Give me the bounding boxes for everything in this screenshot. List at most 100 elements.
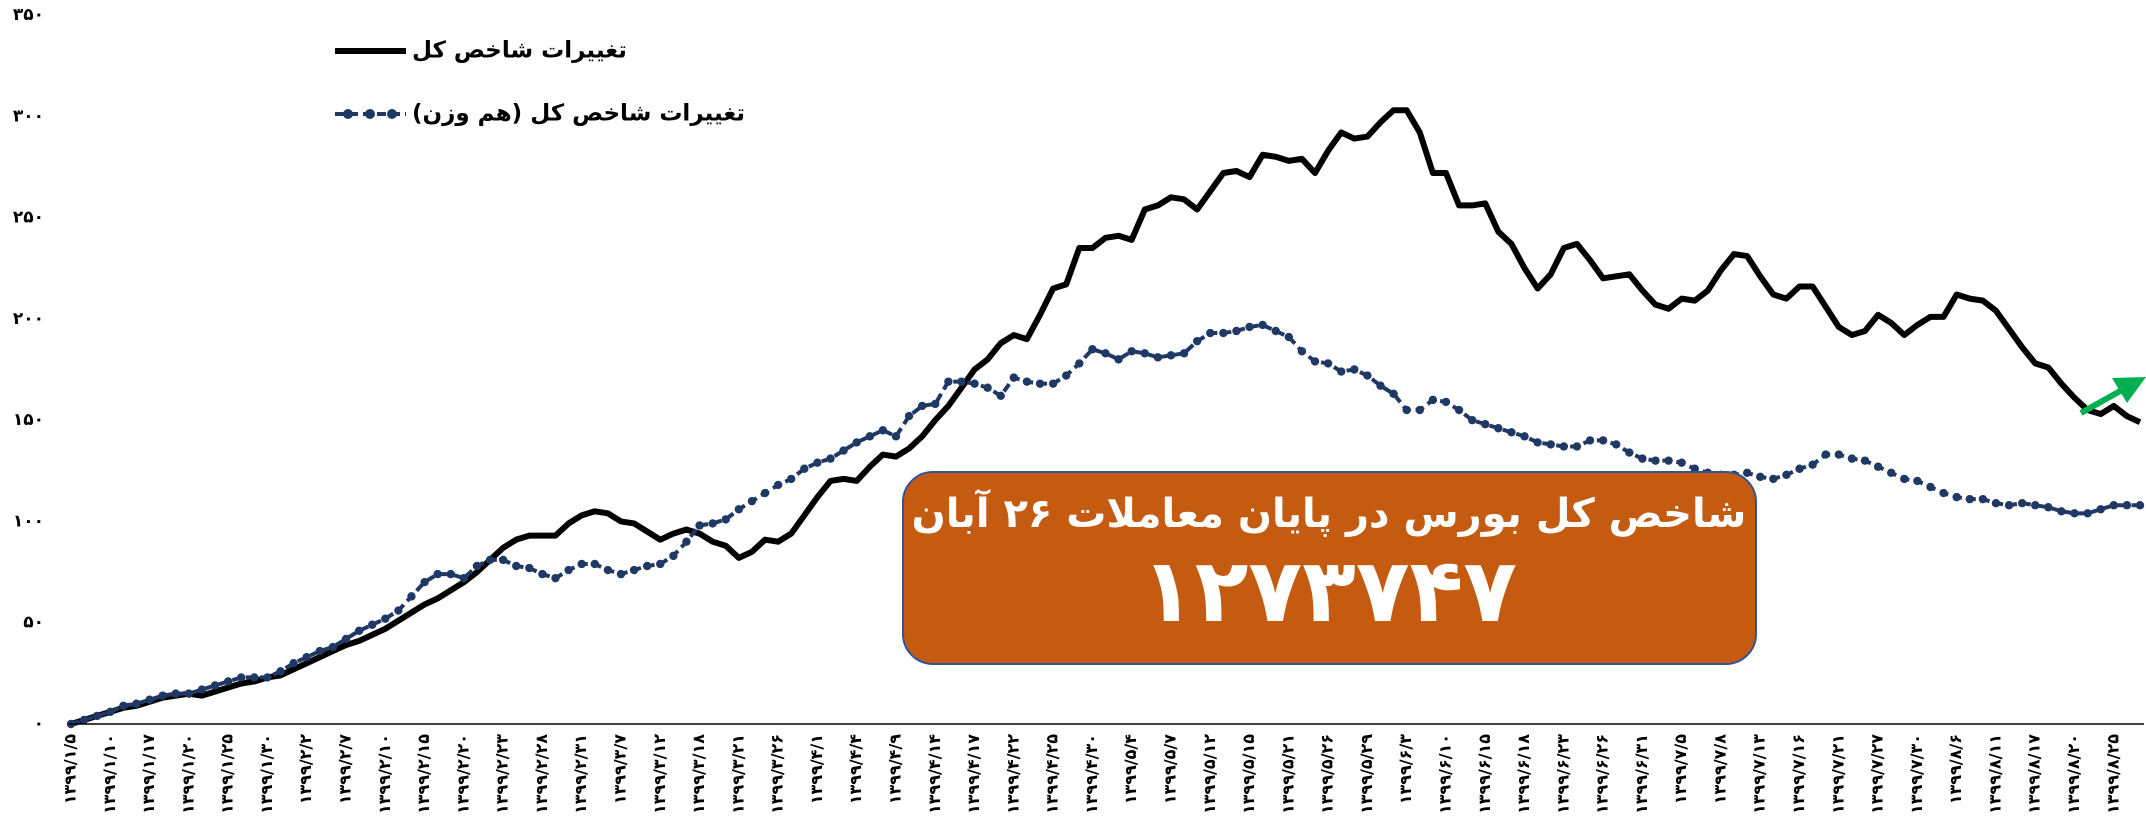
point (145, 695, 154, 704)
point (1009, 373, 1019, 382)
x-tick-label: ۱۳۹۹/۷/۳۰ (1907, 734, 1926, 814)
point (1533, 438, 1542, 447)
point (302, 652, 311, 662)
point (1926, 482, 1935, 492)
x-tick-label: ۱۳۹۹/۸/۱۷ (2025, 734, 2044, 814)
point (525, 563, 534, 573)
x-tick-label: ۱۳۹۹/۵/۱۲ (1200, 734, 1219, 814)
point (1742, 468, 1752, 478)
point (1886, 468, 1896, 478)
point (1219, 328, 1228, 338)
point (2135, 501, 2145, 510)
point (2004, 501, 2014, 510)
point (2109, 501, 2119, 510)
point (2044, 503, 2053, 512)
x-tick-label: ۱۳۹۹/۸/۱۱ (1985, 734, 2004, 814)
point (773, 480, 783, 490)
point (1258, 320, 1267, 330)
point (1834, 450, 1844, 459)
point (826, 454, 835, 463)
point (92, 711, 102, 721)
point (1939, 488, 1948, 498)
point (1310, 357, 1320, 366)
point (1756, 472, 1765, 482)
point (656, 559, 665, 569)
point (917, 401, 927, 411)
point (381, 614, 390, 623)
x-tick-label: ۱۳۹۹/۲/۲ (296, 734, 315, 805)
point (1965, 494, 1974, 504)
point (1821, 450, 1830, 459)
point (734, 505, 744, 514)
point (1376, 381, 1385, 390)
point (512, 561, 521, 571)
annotation-title: شاخص کل بورس در پایان معاملات ۲۶ آبان (912, 488, 1747, 537)
x-tick-label: ۱۳۹۹/۸/۲۰ (2064, 734, 2083, 814)
point (839, 446, 848, 455)
point (813, 458, 822, 467)
point (1860, 456, 1870, 465)
x-tick-label: ۱۳۹۹/۲/۱۵ (414, 734, 433, 814)
legend-marker (343, 109, 353, 119)
legend-marker (387, 109, 397, 119)
series-line (70, 107, 2142, 727)
point (1232, 326, 1241, 336)
x-tick-label: ۱۳۹۹/۲/۷ (335, 734, 354, 805)
point (1415, 405, 1424, 415)
point (1245, 322, 1254, 332)
point (132, 699, 141, 708)
point (263, 673, 272, 682)
point (931, 399, 940, 409)
point (878, 426, 888, 435)
x-tick-label: ۱۳۹۹/۴/۱۴ (925, 734, 944, 814)
point (1546, 440, 1555, 449)
point (891, 432, 901, 441)
point (1127, 347, 1136, 356)
arrow-shaft (2079, 387, 2124, 416)
point (197, 685, 207, 694)
point (1035, 379, 1045, 388)
x-tick-label: ۱۳۹۹/۴/۲۵ (1043, 734, 1062, 814)
point (2070, 509, 2079, 518)
point (1991, 498, 2001, 508)
point (2122, 501, 2132, 510)
point (1572, 442, 1582, 451)
x-tick-label: ۱۳۹۹/۵/۷ (1160, 734, 1179, 805)
x-tick-label: ۱۳۹۹/۷/۱۳ (1750, 734, 1769, 814)
point (446, 569, 455, 579)
point (2031, 501, 2040, 510)
x-tick-label: ۱۳۹۹/۳/۲۱ (728, 734, 747, 814)
point (2083, 509, 2092, 518)
point (2017, 498, 2027, 508)
point (1795, 464, 1804, 473)
point (1625, 448, 1634, 457)
point (1520, 432, 1529, 441)
y-tick-label: ۰ (34, 714, 44, 734)
point (865, 432, 874, 441)
point (747, 496, 757, 506)
annotation-box-group: شاخص کل بورس در پایان معاملات ۲۶ آبان ۱۲… (902, 471, 1757, 665)
x-tick-label: ۱۳۹۹/۳/۷ (610, 734, 629, 805)
x-tick-label: ۱۳۹۹/۵/۴ (1121, 734, 1140, 805)
point (171, 689, 180, 698)
x-tick-label: ۱۳۹۹/۱/۲۵ (218, 734, 237, 814)
point (433, 569, 442, 579)
annotation-value: ۱۲۷۳۷۴۷ (1141, 539, 1517, 642)
x-tick-label: ۱۳۹۹/۲/۳۱ (571, 734, 590, 814)
point (983, 383, 992, 392)
point (1638, 454, 1647, 463)
point (1350, 365, 1359, 374)
point (760, 488, 770, 498)
point (223, 677, 233, 686)
point (1612, 440, 1621, 449)
point (1114, 355, 1123, 364)
point (1598, 436, 1608, 445)
point (1363, 371, 1372, 380)
x-tick-label: ۱۳۹۹/۵/۲۱ (1278, 734, 1297, 814)
point (1873, 462, 1883, 471)
point (1271, 326, 1280, 336)
point (354, 626, 364, 636)
point (237, 673, 246, 682)
x-tick-label: ۱۳۹۹/۲/۱۰ (375, 734, 394, 814)
